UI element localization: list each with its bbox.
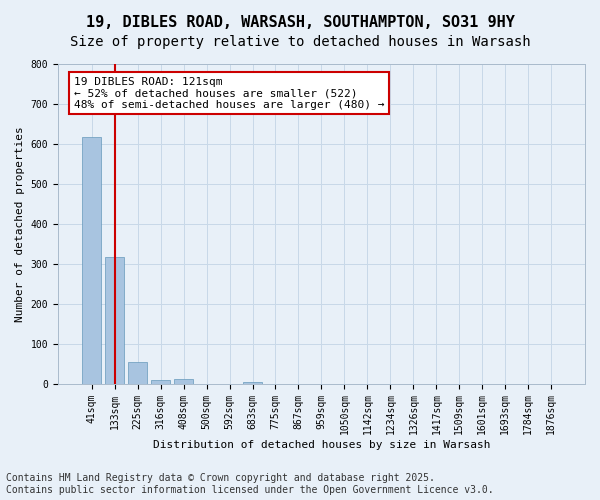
Text: Contains HM Land Registry data © Crown copyright and database right 2025.
Contai: Contains HM Land Registry data © Crown c… [6,474,494,495]
X-axis label: Distribution of detached houses by size in Warsash: Distribution of detached houses by size … [153,440,490,450]
Text: 19 DIBLES ROAD: 121sqm
← 52% of detached houses are smaller (522)
48% of semi-de: 19 DIBLES ROAD: 121sqm ← 52% of detached… [74,77,384,110]
Text: Size of property relative to detached houses in Warsash: Size of property relative to detached ho… [70,35,530,49]
Bar [82,137,101,384]
Bar [105,257,124,384]
Bar [243,382,262,384]
Text: 19, DIBLES ROAD, WARSASH, SOUTHAMPTON, SO31 9HY: 19, DIBLES ROAD, WARSASH, SOUTHAMPTON, S… [86,15,514,30]
Bar [174,379,193,384]
Bar [128,362,148,384]
Y-axis label: Number of detached properties: Number of detached properties [15,126,25,322]
Bar [151,380,170,384]
